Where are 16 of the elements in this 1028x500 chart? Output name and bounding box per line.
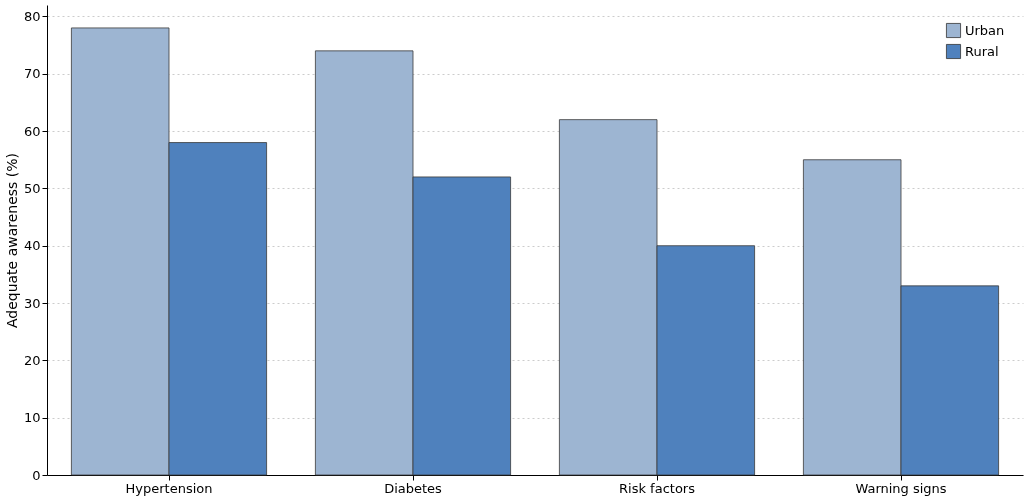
y-tick-label: 80: [23, 8, 41, 24]
y-axis-title: Adequate awareness (%): [3, 152, 20, 329]
y-tick-label: 50: [23, 180, 41, 196]
legend-label: Urban: [965, 22, 1005, 38]
y-tick-label: 40: [23, 238, 41, 254]
x-tick-label: Warning signs: [855, 480, 947, 496]
y-tick-label: 10: [23, 410, 41, 426]
y-tick-label: 0: [32, 467, 41, 483]
y-tick-label: 60: [23, 123, 41, 139]
x-tick-label: Risk factors: [619, 480, 696, 496]
x-tick-label: Hypertension: [125, 480, 213, 496]
y-tick-label: 70: [23, 66, 41, 82]
y-tick-label: 20: [23, 352, 41, 368]
x-tick-label: Diabetes: [384, 480, 443, 496]
legend-label: Rural: [965, 43, 999, 59]
y-tick-label: 30: [23, 295, 41, 311]
